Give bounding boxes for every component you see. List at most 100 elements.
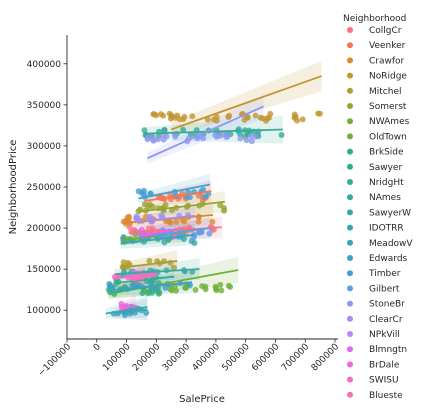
fit-line-SawyerW	[120, 233, 196, 245]
point-MeadowV	[143, 309, 150, 316]
fit-line-Veenker	[144, 190, 212, 202]
point-Edwards	[152, 285, 159, 292]
legend-marker	[347, 315, 353, 322]
point-StoneBr	[237, 135, 244, 142]
legend-marker	[347, 255, 353, 261]
x-tick-label: 200000	[131, 342, 163, 374]
legend-label: CollgCr	[369, 26, 402, 36]
legend: Neighborhood CollgCr Veenker Crawfor NoRidg…	[343, 14, 413, 401]
legend-marker	[347, 57, 353, 64]
point-StoneBr	[248, 133, 255, 140]
legend-label: StoneBr	[369, 300, 405, 310]
band-StoneBr	[147, 94, 264, 164]
point-Gilbert	[190, 234, 197, 241]
legend-label: SWISU	[369, 376, 399, 386]
point-Somerst	[146, 201, 153, 208]
point-OldTown	[199, 283, 206, 290]
legend-label: NridgHt	[369, 178, 404, 188]
point-NoRidge	[204, 116, 211, 123]
fit-line-SWISU	[114, 272, 157, 280]
point-OldTown	[227, 283, 234, 290]
legend-label: SawyerW	[369, 208, 411, 218]
point-NoRidge	[292, 113, 299, 120]
legend-label: NWAmes	[369, 117, 410, 127]
point-NoRidge	[257, 114, 264, 121]
point-NoRidge	[210, 116, 217, 123]
point-Timber	[140, 191, 147, 198]
legend-marker	[347, 163, 353, 170]
point-Edwards	[106, 280, 113, 287]
fit-line-Timber	[138, 183, 211, 200]
fit-line-Mitchel	[121, 260, 178, 269]
point-OldTown	[192, 287, 199, 293]
legend-marker	[347, 376, 353, 383]
point-Gilbert	[196, 229, 203, 236]
point-NridgHt	[141, 127, 148, 134]
legend-label: Blmngtn	[369, 345, 407, 355]
point-OldTown	[218, 287, 225, 294]
point-BrkSide	[139, 290, 146, 297]
x-tick-label: 500000	[220, 342, 252, 374]
y-tick-label: 300000	[27, 142, 62, 152]
point-OldTown	[168, 287, 175, 294]
fit-line-MeadowV	[114, 308, 148, 315]
fit-line-NridgHt	[144, 128, 283, 135]
point-Edwards	[186, 282, 193, 289]
regression-lines	[105, 75, 322, 315]
legend-marker	[347, 133, 353, 140]
legend-marker	[347, 179, 353, 185]
fit-line-StoneBr	[147, 105, 264, 160]
legend-marker	[347, 285, 353, 292]
y-tick-label: 400000	[27, 60, 62, 70]
point-Mitchel	[171, 264, 177, 271]
fit-line-NAmes	[114, 268, 200, 275]
legend-label: NoRidge	[369, 72, 407, 82]
point-NoRidge	[244, 114, 251, 121]
point-Edwards	[129, 282, 136, 289]
legend-label: IDOTRR	[369, 224, 404, 234]
y-tick-label: 350000	[27, 101, 62, 111]
legend-label: Blueste	[369, 391, 403, 401]
point-NoRidge	[267, 110, 274, 117]
x-tick-label: 300000	[161, 342, 193, 374]
point-StoneBr	[150, 136, 157, 143]
y-tick-label: 200000	[27, 224, 62, 234]
point-StoneBr	[213, 133, 220, 140]
legend-marker	[347, 118, 353, 125]
legend-marker	[347, 148, 353, 155]
x-tick-label: 600000	[250, 342, 282, 374]
point-NoRidge	[299, 116, 306, 123]
point-Somerst	[162, 201, 169, 208]
point-Gilbert	[206, 230, 213, 237]
legend-label: Gilbert	[369, 284, 400, 294]
y-tick-label: 250000	[27, 183, 62, 193]
legend-marker	[347, 209, 353, 216]
fit-line-Blmngtn	[141, 228, 178, 238]
point-Crawfor	[166, 218, 172, 225]
point-StoneBr	[154, 136, 161, 143]
legend-label: Sawyer	[369, 163, 402, 173]
fit-line-Somerst	[138, 200, 225, 213]
x-tick-label: 800000	[310, 342, 342, 374]
point-StoneBr	[223, 134, 230, 141]
point-NoRidge	[225, 114, 232, 121]
point-OldTown	[217, 281, 224, 288]
legend-marker	[347, 331, 353, 337]
point-StoneBr	[160, 136, 167, 143]
x-tick-label: 100000	[101, 342, 133, 374]
y-ticks: 100000 150000 200000 250000 300000 350000 4000…	[27, 60, 67, 316]
point-BrDale	[118, 300, 125, 307]
legend-label: NPkVill	[369, 330, 400, 340]
fit-line-Sawyer	[114, 275, 175, 285]
point-Somerst	[217, 202, 224, 209]
legend-marker	[347, 27, 353, 33]
legend-marker	[347, 239, 353, 246]
point-Mitchel	[120, 259, 127, 266]
legend-label: BrkSide	[369, 148, 404, 158]
point-Crawfor	[125, 216, 132, 223]
legend-label: NAmes	[369, 193, 401, 203]
point-Edwards	[162, 284, 169, 291]
point-Crawfor	[173, 218, 180, 225]
x-tick-label: 400000	[191, 342, 223, 374]
